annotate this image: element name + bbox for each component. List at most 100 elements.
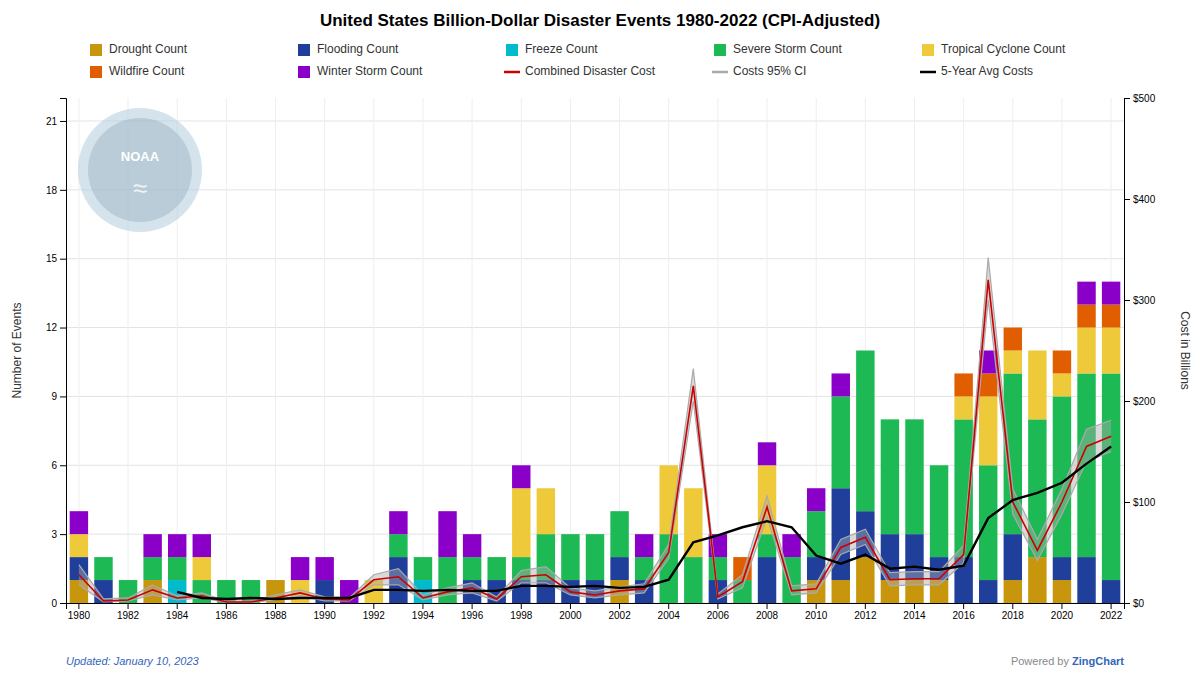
legend-swatch [714, 44, 726, 56]
x-tick: 2008 [756, 603, 779, 621]
legend-label: Freeze Count [525, 42, 598, 56]
y2-tick-line [1124, 199, 1130, 200]
x-tick: 2004 [658, 603, 681, 621]
bar [856, 351, 874, 512]
y2-tick-label: $400 [1133, 194, 1156, 205]
bar [1053, 350, 1071, 351]
bar [70, 534, 88, 557]
bar [561, 534, 579, 535]
watermark: NOAA ≈ [78, 108, 202, 232]
legend-swatch [922, 44, 934, 56]
bar [881, 419, 899, 534]
bar [193, 557, 211, 580]
bar [1102, 328, 1120, 374]
y2-tick-label: $0 [1133, 598, 1145, 609]
x-tick-line [1111, 603, 1112, 609]
bar [1102, 282, 1120, 305]
x-tick-line [472, 603, 473, 609]
bar [684, 488, 702, 489]
grid [66, 98, 1124, 603]
bar [856, 350, 874, 351]
y2-tick-label: $200 [1133, 396, 1156, 407]
x-tick: 1990 [314, 603, 337, 621]
bar [389, 511, 407, 534]
watermark-inner-circle [88, 118, 192, 222]
y-tick: 15 [46, 253, 66, 264]
x-tick-label: 1998 [510, 610, 533, 621]
bar [610, 557, 628, 580]
x-tick-line [373, 603, 374, 609]
bar [143, 557, 161, 580]
y-tick-line [60, 465, 66, 466]
y-tick-line [60, 396, 66, 397]
x-tick-line [422, 603, 423, 609]
bar [954, 373, 972, 374]
y-tick-label: 0 [51, 598, 57, 609]
x-tick-label: 2004 [658, 610, 681, 621]
bar [758, 442, 776, 465]
legend-label: Drought Count [109, 42, 188, 56]
y-tick: 21 [46, 116, 66, 127]
x-tick-label: 1992 [363, 610, 386, 621]
marks [70, 258, 1121, 603]
x-tick-line [767, 603, 768, 609]
legend-label: 5-Year Avg Costs [941, 64, 1033, 78]
bar [881, 419, 899, 420]
bar [586, 534, 604, 535]
title: United States Billion-Dollar Disaster Ev… [320, 11, 880, 30]
bar [807, 488, 825, 511]
footer-right: Powered by ZingChart [1011, 655, 1124, 667]
bar [1077, 328, 1095, 374]
y2-tick-line [1124, 98, 1130, 99]
x-tick: 2018 [1002, 603, 1025, 621]
bar [1028, 350, 1046, 351]
y2-tick-line [1124, 300, 1130, 301]
grid-line-x [570, 98, 571, 603]
bar [684, 488, 702, 489]
bar [463, 557, 481, 580]
bar [930, 465, 948, 466]
bar [610, 511, 628, 512]
x-tick-label: 2006 [707, 610, 730, 621]
x-tick-label: 2012 [854, 610, 877, 621]
watermark-circle [78, 108, 202, 232]
x-tick-label: 1980 [68, 610, 91, 621]
line [79, 280, 1111, 602]
bar [610, 511, 628, 512]
legend-swatch [712, 71, 728, 74]
bar [1004, 534, 1022, 580]
y-axis-title: Number of Events [10, 302, 24, 398]
y-tick-label: 12 [46, 322, 58, 333]
x-tick-line [521, 603, 522, 609]
bar [414, 557, 432, 558]
bar [807, 511, 825, 557]
grid-line-x [472, 98, 473, 603]
bar [168, 534, 186, 557]
watermark-icon: ≈ [133, 173, 147, 203]
bar [610, 511, 628, 557]
bar [1004, 580, 1022, 603]
bar [242, 580, 260, 581]
footer-right-bold: ZingChart [1072, 655, 1124, 667]
bar [266, 580, 284, 581]
bar [832, 373, 850, 396]
legend-item: 5-Year Avg Costs [920, 64, 1033, 78]
bar [389, 534, 407, 557]
bar [881, 419, 899, 420]
bar [635, 534, 653, 557]
bar [315, 557, 333, 580]
bar [856, 350, 874, 351]
legend-swatch [90, 44, 102, 56]
bar [1053, 557, 1071, 580]
y-axis: 036912151821 [46, 99, 67, 609]
x-tick: 1988 [264, 603, 287, 621]
legend-item: Tropical Cyclone Count [922, 42, 1066, 56]
x-tick-label: 1986 [215, 610, 238, 621]
watermark-text: NOAA [121, 149, 160, 164]
x-tick-line [177, 603, 178, 609]
x-tick: 2016 [953, 603, 976, 621]
grid-line-y [66, 189, 1124, 190]
bar [930, 465, 948, 466]
grid-line-x [324, 98, 325, 603]
legend: Drought CountFlooding CountFreeze CountS… [90, 42, 1066, 78]
